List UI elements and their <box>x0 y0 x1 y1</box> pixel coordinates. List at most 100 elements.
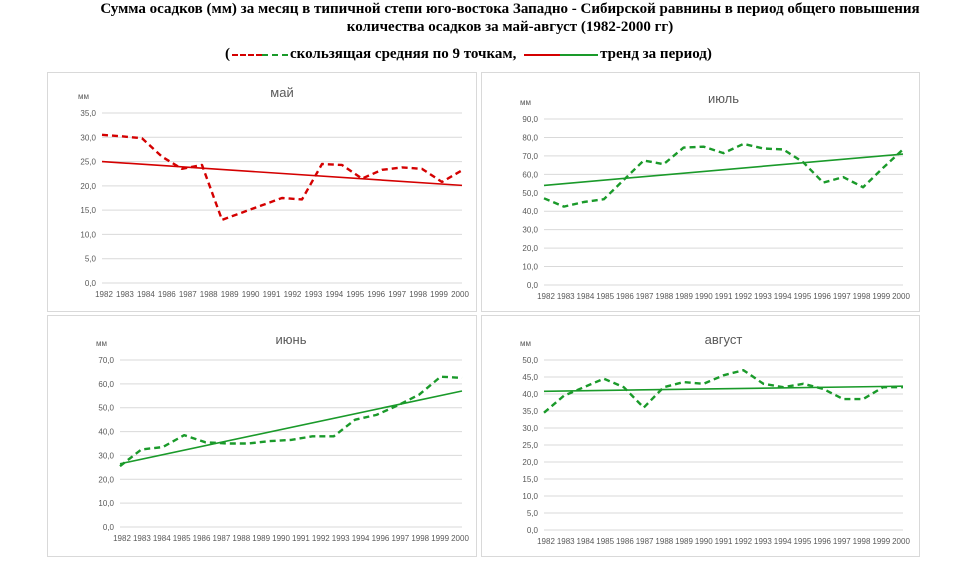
x-tick-label: 1986 <box>193 534 211 543</box>
x-tick-label: 1983 <box>133 534 151 543</box>
x-tick-label: 1987 <box>636 292 654 301</box>
y-tick-label: 50,0 <box>522 189 538 198</box>
y-axis-label: мм <box>520 339 531 348</box>
y-tick-label: 25,0 <box>522 441 538 450</box>
chart-panel-may: 0,0 5,0 10,0 15,0 20,0 25,0 30,0 35,0 мм май 1982 1… <box>47 72 477 312</box>
x-tick-label: 1997 <box>833 292 851 301</box>
legend-open-paren: ( <box>225 46 230 62</box>
y-tick-label: 25,0 <box>80 158 96 167</box>
x-tick-label: 1999 <box>872 537 890 546</box>
x-tick-label: 1991 <box>715 292 733 301</box>
x-tick-label: 1983 <box>557 537 575 546</box>
x-tick-label: 1993 <box>332 534 350 543</box>
chart-panel-june: 0,0 10,0 20,0 30,0 40,0 50,0 60,0 70,0 мм июнь 198… <box>47 315 477 557</box>
x-tick-label: 1999 <box>430 290 448 299</box>
y-tick-label: 35,0 <box>522 407 538 416</box>
x-tick-label: 1998 <box>411 534 429 543</box>
x-tick-label: 1999 <box>431 534 449 543</box>
legend-trend-label: тренд за период) <box>600 46 712 62</box>
y-tick-label: 20,0 <box>80 182 96 191</box>
x-tick-label: 1989 <box>675 537 693 546</box>
y-axis-label: мм <box>520 98 531 107</box>
y-axis-label: мм <box>96 339 107 348</box>
x-tick-label: 1989 <box>221 290 239 299</box>
y-tick-label: 40,0 <box>98 428 114 437</box>
chart-title: июнь <box>276 332 307 347</box>
x-tick-label: 1988 <box>200 290 218 299</box>
y-tick-label: 60,0 <box>522 170 538 179</box>
x-tick-label: 1990 <box>242 290 260 299</box>
x-tick-label: 1998 <box>853 292 871 301</box>
y-tick-label: 60,0 <box>98 380 114 389</box>
chart-title: июль <box>708 91 739 106</box>
x-tick-label: 1993 <box>305 290 323 299</box>
y-tick-label: 80,0 <box>522 133 538 142</box>
y-axis-label: мм <box>78 92 89 101</box>
x-tick-label: 1997 <box>833 537 851 546</box>
x-tick-label: 1984 <box>577 537 595 546</box>
chart-title: август <box>705 332 743 347</box>
x-tick-label: 1984 <box>577 292 595 301</box>
x-tick-label: 1996 <box>372 534 390 543</box>
x-tick-label: 1988 <box>655 537 673 546</box>
trend-line <box>543 153 904 187</box>
x-tick-label: 1992 <box>734 292 752 301</box>
trend-line <box>543 385 904 393</box>
y-tick-label: 0,0 <box>527 526 539 535</box>
trend-line <box>101 160 463 187</box>
x-tick-label: 1999 <box>872 292 890 301</box>
y-tick-label: 30,0 <box>522 424 538 433</box>
y-tick-label: 0,0 <box>527 281 539 290</box>
chart-july-svg: 0,0 10,0 20,0 30,0 40,0 50,0 60,0 70,0 80,0 90,0 м… <box>520 91 910 301</box>
x-tick-label: 1982 <box>113 534 131 543</box>
trend-line <box>119 390 463 465</box>
x-tick-label: 1988 <box>232 534 250 543</box>
x-tick-label: 1998 <box>409 290 427 299</box>
moving-average-line <box>101 133 463 222</box>
x-tick-label: 1995 <box>793 292 811 301</box>
y-tick-label: 20,0 <box>522 244 538 253</box>
y-tick-label: 5,0 <box>527 509 539 518</box>
y-tick-label: 15,0 <box>522 475 538 484</box>
legend: ( скользящая средняя по 9 точкам, тренд з… <box>225 46 765 63</box>
x-tick-label: 1998 <box>853 537 871 546</box>
y-tick-label: 0,0 <box>85 279 97 288</box>
x-tick-label: 1982 <box>537 292 555 301</box>
x-tick-label: 1994 <box>774 537 792 546</box>
y-tick-label: 5,0 <box>85 255 97 264</box>
legend-green-dashed-swatch <box>262 53 288 56</box>
x-tick-label: 1985 <box>596 537 614 546</box>
x-tick-label: 1982 <box>95 290 113 299</box>
x-tick-label: 1992 <box>734 537 752 546</box>
chart-title: май <box>270 85 293 100</box>
x-tick-label: 1996 <box>813 537 831 546</box>
legend-moving-average-label: скользящая средняя по 9 точкам, <box>290 46 517 62</box>
y-tick-label: 50,0 <box>98 404 114 413</box>
y-tick-label: 20,0 <box>522 458 538 467</box>
x-tick-label: 1987 <box>213 534 231 543</box>
x-tick-label: 1991 <box>715 537 733 546</box>
x-tick-label: 1996 <box>367 290 385 299</box>
x-tick-label: 1991 <box>292 534 310 543</box>
y-tick-label: 10,0 <box>80 230 96 239</box>
y-tick-label: 30,0 <box>98 451 114 460</box>
x-tick-label: 1987 <box>179 290 197 299</box>
x-tick-label: 2000 <box>451 290 469 299</box>
x-tick-label: 1997 <box>388 290 406 299</box>
y-tick-label: 70,0 <box>98 356 114 365</box>
x-tick-label: 1991 <box>263 290 281 299</box>
x-tick-label: 1993 <box>754 292 772 301</box>
x-tick-label: 1986 <box>616 537 634 546</box>
x-tick-label: 1985 <box>596 292 614 301</box>
x-tick-label: 1982 <box>537 537 555 546</box>
x-tick-label: 1986 <box>158 290 176 299</box>
x-tick-label: 2000 <box>451 534 469 543</box>
y-tick-label: 40,0 <box>522 390 538 399</box>
x-tick-label: 1995 <box>346 290 364 299</box>
x-tick-label: 1992 <box>312 534 330 543</box>
x-tick-label: 1990 <box>272 534 290 543</box>
x-tick-label: 1990 <box>695 537 713 546</box>
legend-red-dashed-swatch <box>232 53 262 56</box>
y-tick-label: 15,0 <box>80 206 96 215</box>
x-tick-label: 1983 <box>557 292 575 301</box>
